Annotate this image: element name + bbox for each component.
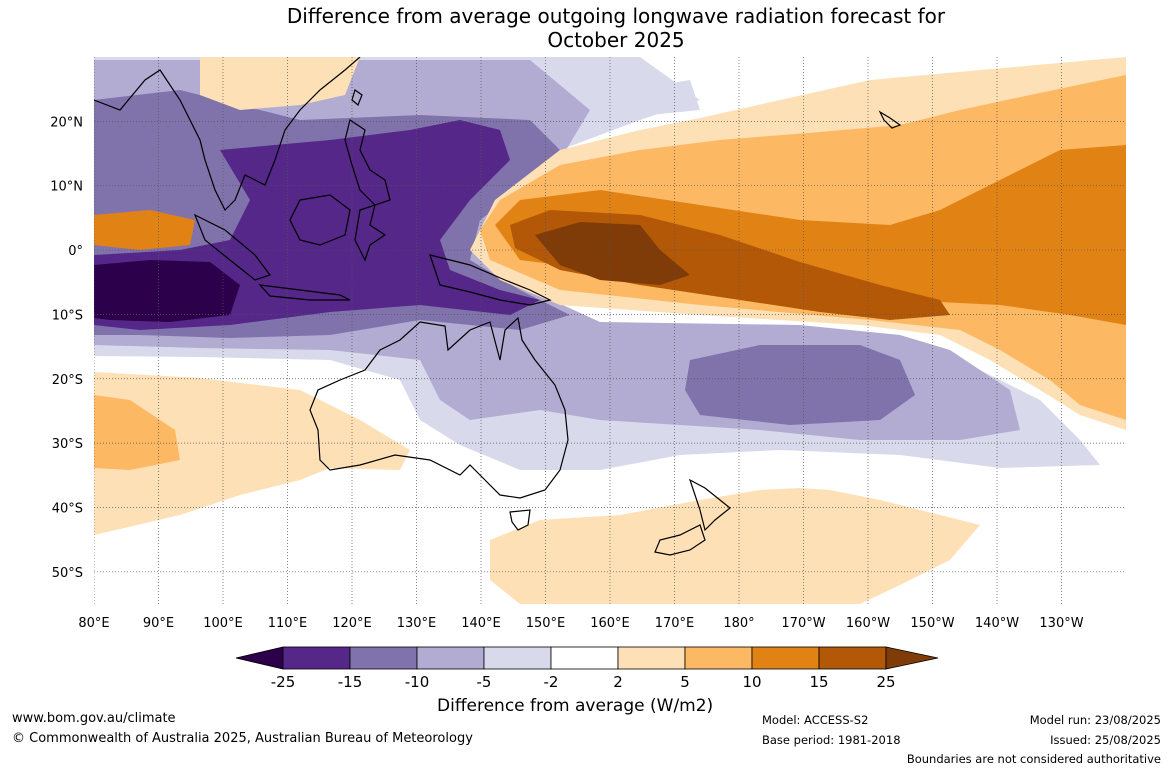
region-pos-2-northwest: [200, 57, 360, 110]
latitude-tick-label: 10°N: [50, 180, 83, 195]
latitude-tick-label: 0°: [68, 244, 83, 259]
latitude-tick-label: 40°S: [52, 501, 83, 516]
region-pos-2-south: [490, 488, 980, 604]
colorbar-bin: [282, 646, 351, 670]
colorbar-tick-label: 2: [613, 673, 623, 691]
longitude-tick-label: 160°W: [846, 616, 890, 631]
colorbar-tick-label: 10: [742, 673, 761, 691]
longitude-tick-label: 110°E: [268, 616, 308, 631]
longitude-tick-label: 120°E: [332, 616, 372, 631]
latitude-tick-label: 20°N: [50, 115, 83, 130]
longitude-tick-label: 80°E: [78, 616, 109, 631]
colorbar-extend-max: [885, 646, 939, 670]
longitude-tick-label: 130°E: [397, 616, 437, 631]
region-neg-10-pacific: [685, 345, 915, 425]
latitude-tick-label: 50°S: [52, 566, 83, 581]
latitude-tick-label: 20°S: [52, 373, 83, 388]
negative-anomaly-regions: [94, 57, 1100, 470]
longitude-tick-label: 130°W: [1039, 616, 1083, 631]
hawaii-coastline: [878, 110, 902, 129]
footer-copyright: © Commonwealth of Australia 2025, Austra…: [12, 731, 473, 746]
borneo-coastline: [289, 194, 351, 246]
colorbar-tick-label: -2: [544, 673, 559, 691]
philippines-coastline: [344, 119, 391, 206]
colorbar-tick-labels: -25 -15 -10 -5 -2 2 5 10 15 25: [271, 673, 896, 691]
nz-north-island: [688, 478, 731, 532]
taiwan-coastline: [351, 89, 363, 106]
region-pos-25: [535, 222, 690, 285]
colorbar-tick-label: 5: [680, 673, 690, 691]
longitude-tick-label: 170°W: [781, 616, 825, 631]
colorbar-label: Difference from average (W/m2): [437, 696, 714, 716]
footer-issued: Issued: 25/08/2025: [1050, 733, 1161, 747]
footer-model: Model: ACCESS-S2: [762, 713, 869, 727]
colorbar-bin: [416, 646, 485, 670]
longitude-tick-label: 170°E: [655, 616, 695, 631]
colorbar-bin: [617, 646, 686, 670]
title-line-2: October 2025: [547, 28, 685, 52]
longitude-tick-label: 140°W: [975, 616, 1019, 631]
longitude-tick-label: 90°E: [143, 616, 174, 631]
latitude-labels: 20°N 10°N 0° 10°S 20°S 30°S 40°S 50°S: [50, 115, 83, 580]
gridlines: [94, 57, 1126, 604]
longitude-labels: 80°E 90°E 100°E 110°E 120°E 130°E 140°E 150°E 16…: [78, 616, 1083, 631]
nz-south-island: [654, 524, 706, 556]
java-coastline: [258, 284, 351, 301]
footer-base-period: Base period: 1981-2018: [762, 733, 901, 747]
sumatra-coastline: [193, 213, 271, 281]
colorbar-tick-label: -25: [271, 673, 296, 691]
footer-url[interactable]: www.bom.gov.au/climate: [12, 711, 176, 726]
region-pos-2-southwest: [94, 372, 410, 535]
new-guinea-coastline: [429, 254, 552, 306]
title-line-1: Difference from average outgoing longwav…: [286, 4, 946, 28]
region-pos-5-southwest: [94, 395, 180, 470]
colorbar-bin: [818, 646, 887, 670]
latitude-tick-label: 30°S: [52, 437, 83, 452]
colorbar-tick-label: 25: [876, 673, 895, 691]
mainland-asia-coastline: [94, 57, 361, 212]
map-title: Difference from average outgoing longwav…: [0, 4, 1173, 52]
region-pos-5-indian-ocean: [94, 210, 195, 250]
longitude-tick-label: 100°E: [203, 616, 243, 631]
longitude-tick-label: 180°: [723, 616, 754, 631]
colorbar-extend-min: [235, 646, 284, 670]
footer-model-run: Model run: 23/08/2025: [1029, 713, 1161, 727]
latitude-tick-label: 10°S: [52, 308, 83, 323]
colorbar-bins: [235, 646, 939, 670]
colorbar-bin: [349, 646, 418, 670]
map-canvas: [94, 57, 1126, 604]
colorbar-bin: [483, 646, 552, 670]
colorbar-bin: [751, 646, 820, 670]
longitude-tick-label: 160°E: [590, 616, 630, 631]
longitude-tick-label: 140°E: [461, 616, 501, 631]
olr-anomaly-map: 80°E 90°E 100°E 110°E 120°E 130°E 140°E 150°E 16…: [50, 57, 1126, 631]
colorbar-tick-label: -5: [477, 673, 492, 691]
colorbar-bin: [550, 646, 619, 670]
region-neg-25: [94, 260, 240, 322]
longitude-tick-label: 150°W: [910, 616, 954, 631]
colorbar-tick-label: 15: [809, 673, 828, 691]
region-pos-10: [495, 145, 1126, 325]
colorbar-tick-label: -15: [338, 673, 363, 691]
longitude-tick-label: 150°E: [526, 616, 566, 631]
sulawesi-coastline: [354, 204, 387, 262]
colorbar-bin: [684, 646, 753, 670]
positive-anomaly-regions: [94, 57, 1126, 604]
footer-disclaimer: Boundaries are not considered authoritat…: [906, 752, 1161, 766]
coastlines: [94, 57, 902, 556]
colorbar-tick-label: -10: [405, 673, 430, 691]
australia-coastline: [309, 316, 569, 499]
tasmania-coastline: [509, 509, 531, 531]
